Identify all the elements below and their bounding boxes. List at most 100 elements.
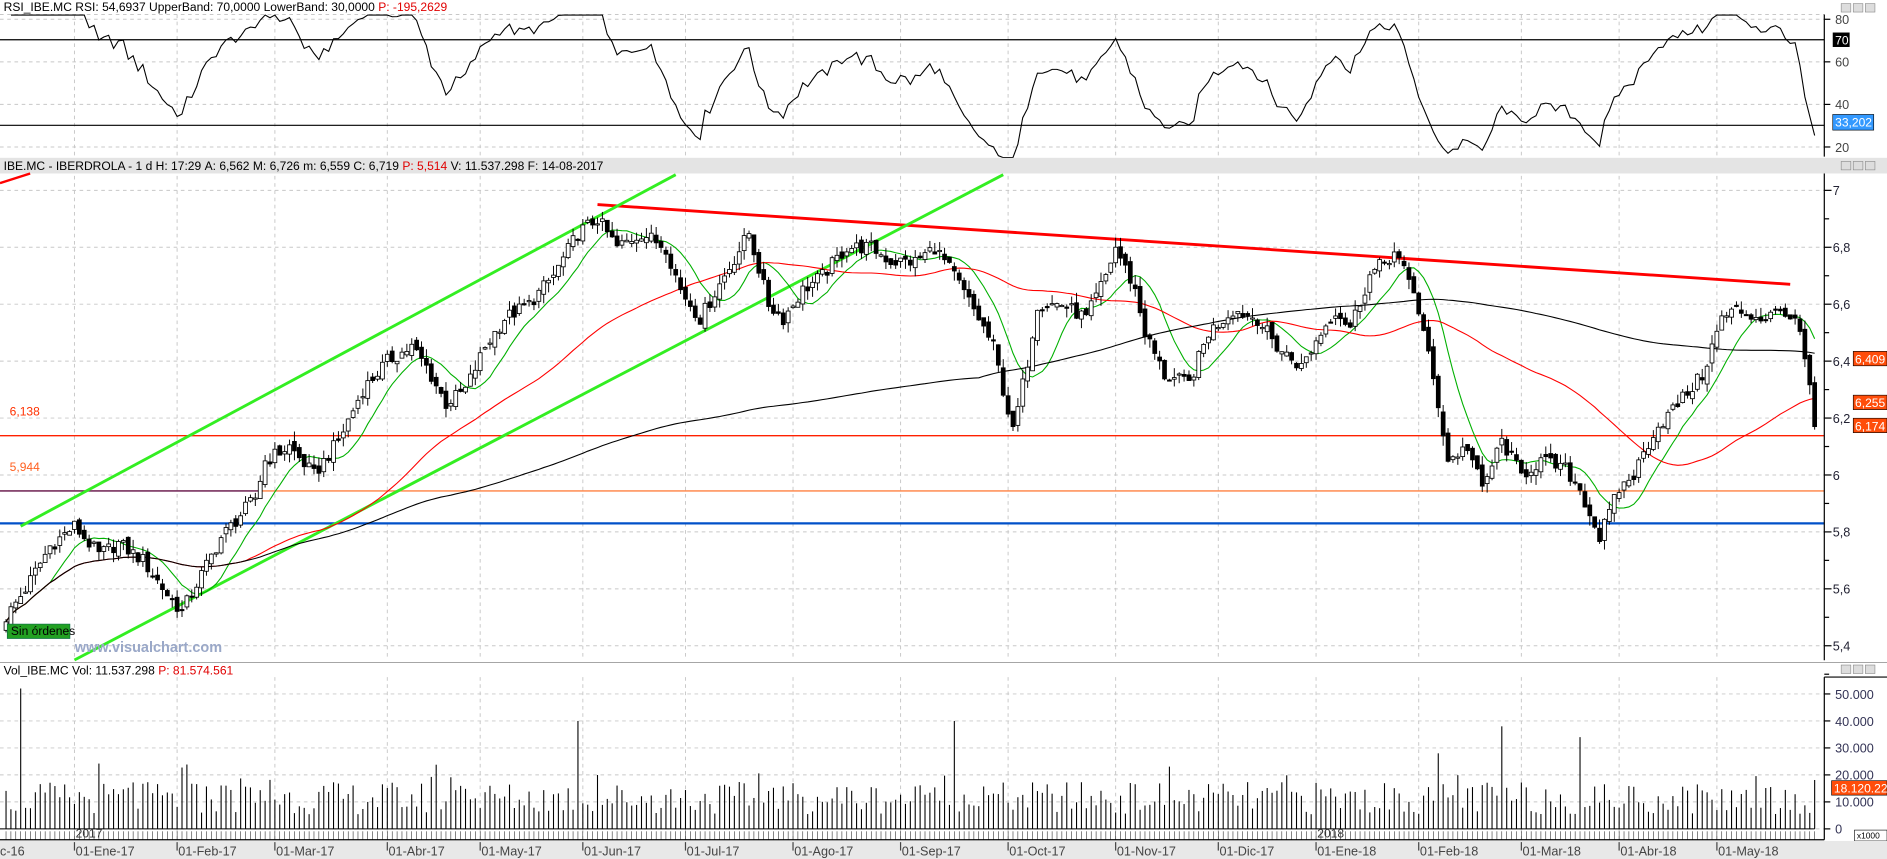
candle-body (1215, 327, 1221, 330)
candle-body (472, 369, 478, 379)
candle-body (1553, 453, 1558, 469)
candle-body (1044, 306, 1050, 309)
candle-body (106, 543, 112, 548)
candle-body (639, 238, 644, 242)
candle-body (1264, 325, 1270, 333)
close-icon[interactable] (1864, 3, 1876, 13)
price-tag-label: 6,174 (1855, 419, 1885, 433)
candle-body (96, 541, 102, 553)
candle-body (893, 260, 899, 266)
orders-badge[interactable] (6, 623, 71, 639)
minimize-icon[interactable] (1840, 3, 1852, 13)
candle-body (1230, 315, 1236, 319)
candle-body (1274, 335, 1280, 352)
maximize-icon[interactable] (1852, 3, 1864, 13)
candle-body (399, 351, 405, 359)
candle-body (1631, 475, 1637, 480)
candle-body (1621, 481, 1627, 491)
minimize-icon[interactable] (1840, 161, 1852, 171)
candle-body (1299, 363, 1304, 369)
candle-body (1069, 303, 1075, 306)
candle-body (292, 441, 297, 452)
candle-body (546, 279, 551, 284)
candle-body (252, 497, 258, 500)
candle-body (873, 239, 879, 254)
candle-body (1391, 251, 1397, 263)
price-axis-label: 6,8 (1833, 241, 1851, 255)
price-window-controls (1840, 161, 1876, 171)
candle-body (1763, 319, 1769, 322)
candle-body (839, 251, 845, 259)
candle-body (516, 303, 522, 314)
candle-body (849, 248, 855, 254)
candle-body (1318, 334, 1324, 344)
candle-body (1064, 306, 1070, 309)
rsi-band-label: 70 (1835, 34, 1849, 48)
price-axis-label: 5,8 (1833, 526, 1851, 540)
candle-body (1211, 324, 1216, 341)
candle-body (389, 350, 395, 362)
candle-body (174, 596, 180, 612)
candle-body (580, 224, 586, 242)
candle-body (282, 451, 288, 455)
time-label: 01-Sep-17 (902, 844, 961, 858)
close-icon[interactable] (1864, 664, 1876, 674)
candle-body (1030, 337, 1035, 372)
candle-body (272, 448, 278, 464)
candle-body (1738, 309, 1744, 314)
candle-body (336, 438, 341, 441)
candle-body (560, 256, 566, 268)
maximize-icon[interactable] (1852, 664, 1864, 674)
candle-body (1255, 319, 1260, 326)
candle-body (458, 388, 463, 392)
candle-body (907, 259, 913, 266)
candle-body (135, 552, 141, 563)
watermark: www.visualchart.com (74, 640, 222, 656)
candle-body (1435, 375, 1441, 409)
rsi-axis-label: 20 (1835, 141, 1849, 155)
candle-body (947, 256, 952, 263)
candle-body (1137, 286, 1143, 314)
candle-body (771, 304, 776, 314)
candle-body (590, 218, 595, 226)
rsi-panel: RSI_IBE.MC RSI: 54,6937 UpperBand: 70,00… (0, 0, 1876, 159)
candle-body (903, 255, 908, 260)
candle-body (986, 321, 991, 338)
candle-body (1455, 456, 1461, 459)
candle-body (1587, 504, 1593, 517)
volume-axis-label: 10.000 (1835, 796, 1874, 810)
candle-body (1773, 308, 1778, 311)
candle-body (1127, 261, 1133, 284)
close-icon[interactable] (1864, 161, 1876, 171)
candle-body (1426, 326, 1431, 352)
time-label: 01-Mar-18 (1523, 844, 1581, 858)
candle-body (243, 501, 248, 515)
candle-body (1313, 340, 1319, 355)
price-header-strip (0, 157, 1887, 174)
candle-body (570, 235, 576, 248)
candle-body (732, 263, 737, 273)
candle-body (815, 273, 820, 284)
candle-body (120, 540, 126, 543)
candle-body (1450, 456, 1456, 461)
candle-body (746, 233, 752, 239)
candle-body (1074, 302, 1079, 319)
candle-body (86, 538, 92, 548)
candle-body (629, 241, 635, 244)
candle-body (751, 234, 757, 256)
candle-body (1382, 261, 1387, 264)
candle-body (829, 257, 835, 274)
candle-body (790, 305, 796, 309)
candle-body (438, 386, 444, 394)
candle-body (844, 251, 850, 257)
candle-body (1245, 313, 1250, 316)
candle-body (736, 251, 742, 265)
maximize-icon[interactable] (1852, 161, 1864, 171)
candle-body (1372, 268, 1378, 274)
minimize-icon[interactable] (1840, 664, 1852, 674)
candle-body (1025, 366, 1031, 382)
time-label: 01-Ene-17 (76, 844, 135, 858)
time-axis-background (0, 840, 1887, 859)
candle-body (697, 317, 703, 325)
candle-body (1607, 509, 1612, 522)
